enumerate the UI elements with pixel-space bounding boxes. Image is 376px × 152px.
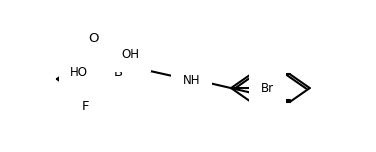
Text: Br: Br	[261, 82, 274, 95]
Text: NH: NH	[183, 74, 200, 87]
Text: O: O	[88, 33, 99, 45]
Text: OH: OH	[121, 48, 139, 61]
Text: F: F	[82, 100, 89, 113]
Text: B: B	[114, 66, 123, 79]
Text: HO: HO	[70, 66, 88, 79]
